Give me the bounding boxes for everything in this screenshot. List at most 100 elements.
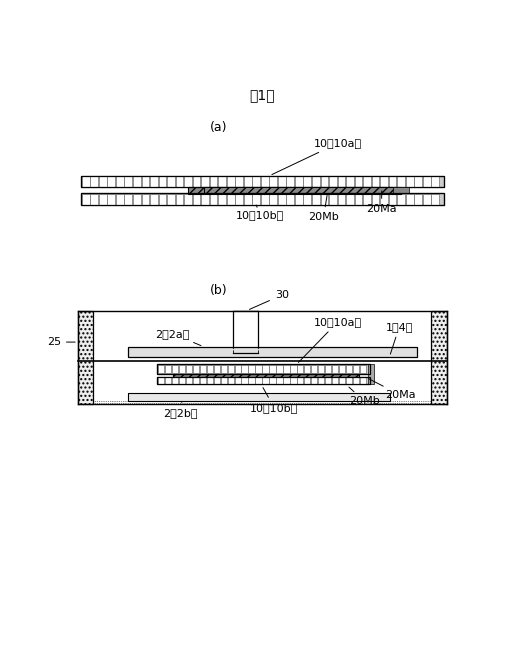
Bar: [353, 377, 359, 384]
Text: 10（10b）: 10（10b）: [250, 387, 298, 413]
Bar: [329, 176, 337, 187]
Bar: [332, 377, 338, 384]
Bar: [218, 194, 226, 205]
Bar: [172, 377, 178, 384]
Text: 20Ma: 20Ma: [369, 379, 416, 400]
Bar: [269, 176, 277, 187]
Bar: [203, 187, 397, 193]
Bar: [304, 377, 310, 384]
Bar: [179, 377, 185, 384]
Text: (b): (b): [210, 284, 228, 297]
Bar: [207, 365, 213, 373]
Bar: [184, 194, 192, 205]
Bar: [276, 365, 283, 373]
Bar: [431, 310, 447, 405]
Bar: [200, 377, 206, 384]
Bar: [188, 187, 401, 194]
Bar: [393, 187, 409, 193]
Bar: [159, 176, 166, 187]
Bar: [414, 176, 422, 187]
Bar: [141, 194, 150, 205]
Bar: [311, 377, 317, 384]
Text: 25: 25: [47, 337, 75, 347]
Bar: [360, 377, 366, 384]
Bar: [81, 176, 444, 187]
Bar: [214, 377, 220, 384]
Bar: [337, 194, 345, 205]
Bar: [248, 365, 254, 373]
Bar: [99, 176, 106, 187]
Bar: [176, 176, 183, 187]
Bar: [210, 194, 218, 205]
Bar: [346, 377, 352, 384]
Bar: [397, 194, 405, 205]
Bar: [234, 377, 241, 384]
Bar: [368, 365, 374, 385]
Text: 10（10a）: 10（10a）: [298, 317, 361, 363]
Bar: [304, 176, 311, 187]
Bar: [236, 176, 243, 187]
Bar: [389, 194, 396, 205]
Bar: [227, 194, 234, 205]
Bar: [332, 365, 338, 373]
Bar: [90, 176, 98, 187]
Bar: [78, 310, 94, 405]
Bar: [207, 377, 213, 384]
Bar: [353, 365, 359, 373]
Bar: [325, 365, 331, 373]
Bar: [346, 176, 354, 187]
Bar: [157, 365, 370, 374]
Bar: [221, 365, 227, 373]
Bar: [81, 193, 444, 205]
Bar: [157, 365, 370, 374]
Bar: [346, 194, 354, 205]
Bar: [193, 377, 199, 384]
Bar: [431, 176, 439, 187]
Bar: [372, 176, 379, 187]
Bar: [286, 176, 294, 187]
Bar: [339, 377, 345, 384]
Bar: [82, 176, 90, 187]
Bar: [423, 194, 431, 205]
Bar: [242, 377, 248, 384]
Bar: [318, 365, 325, 373]
Bar: [372, 194, 379, 205]
Bar: [150, 176, 158, 187]
Bar: [173, 374, 358, 377]
Bar: [363, 176, 371, 187]
Text: 2（2a）: 2（2a）: [156, 328, 201, 346]
Bar: [261, 176, 269, 187]
Text: 図1６: 図1６: [249, 88, 275, 102]
Bar: [159, 194, 166, 205]
Bar: [329, 194, 337, 205]
Bar: [255, 365, 262, 373]
Bar: [186, 377, 192, 384]
Bar: [283, 377, 289, 384]
Bar: [252, 176, 260, 187]
Bar: [210, 176, 218, 187]
Bar: [261, 194, 269, 205]
Bar: [133, 194, 141, 205]
Bar: [172, 365, 178, 373]
Bar: [311, 365, 317, 373]
Bar: [269, 365, 275, 373]
Bar: [339, 365, 345, 373]
Bar: [157, 377, 370, 385]
Bar: [304, 365, 310, 373]
Bar: [355, 194, 362, 205]
Bar: [295, 194, 303, 205]
Bar: [193, 194, 200, 205]
Bar: [116, 176, 124, 187]
Bar: [81, 193, 444, 205]
Bar: [252, 194, 260, 205]
Bar: [116, 194, 124, 205]
Bar: [108, 194, 115, 205]
Bar: [380, 176, 388, 187]
Bar: [242, 365, 248, 373]
Bar: [255, 377, 262, 384]
Bar: [127, 393, 390, 401]
Bar: [355, 176, 362, 187]
Bar: [124, 176, 132, 187]
Bar: [297, 377, 304, 384]
Bar: [81, 176, 444, 187]
